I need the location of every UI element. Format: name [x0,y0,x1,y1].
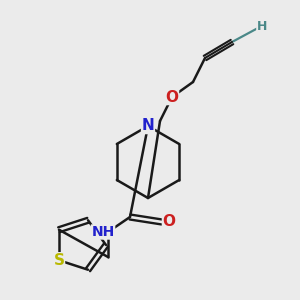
Text: O: O [166,89,178,104]
Text: O: O [163,214,176,230]
Text: N: N [142,118,154,134]
Text: H: H [257,20,267,32]
Text: S: S [53,253,64,268]
Text: NH: NH [92,225,115,239]
